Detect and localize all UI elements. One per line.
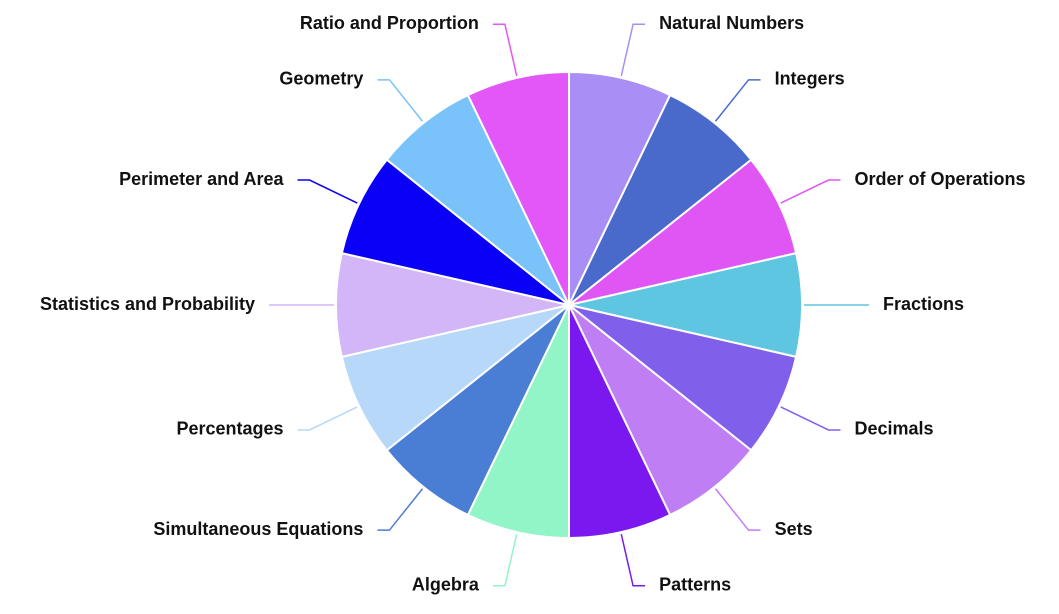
- slice-label: Statistics and Probability: [40, 294, 255, 314]
- pie-slice: [385, 304, 570, 517]
- pie-slice: [568, 304, 798, 452]
- pie-slice: [335, 251, 570, 359]
- leader-line: [714, 79, 761, 122]
- slice-label: Order of Operations: [854, 169, 1025, 189]
- slice-label: Decimals: [854, 419, 933, 439]
- leader-line: [492, 23, 518, 77]
- slice-label: Integers: [775, 69, 845, 89]
- pie-slice: [340, 304, 570, 452]
- pie-slice: [568, 70, 672, 306]
- pie-slice: [568, 304, 672, 540]
- pie-slice: [340, 158, 570, 306]
- leader-line: [297, 406, 358, 431]
- pie-slice: [568, 304, 753, 517]
- leader-line: [780, 406, 841, 431]
- pie-slice: [466, 70, 570, 306]
- pie-slice: [568, 93, 753, 306]
- leader-line: [377, 79, 424, 122]
- slice-label: Natural Numbers: [659, 13, 804, 33]
- slice-label: Patterns: [659, 575, 731, 595]
- slice-label: Ratio and Proportion: [300, 13, 479, 33]
- leader-line: [492, 533, 518, 587]
- pie-slice: [466, 304, 570, 540]
- leader-line: [297, 179, 358, 204]
- pie-slice: [568, 251, 803, 359]
- leader-line: [377, 488, 424, 531]
- slice-label: Algebra: [412, 575, 480, 595]
- leader-line: [714, 488, 761, 531]
- pie-slice: [568, 158, 798, 306]
- leader-line: [780, 179, 841, 204]
- slice-label: Percentages: [176, 419, 283, 439]
- pie-slice: [385, 93, 570, 306]
- slice-label: Perimeter and Area: [119, 169, 284, 189]
- leader-line: [620, 23, 646, 77]
- slice-label: Simultaneous Equations: [153, 519, 363, 539]
- slice-label: Sets: [775, 519, 813, 539]
- leader-line: [620, 533, 646, 587]
- slice-label: Fractions: [883, 294, 964, 314]
- slice-label: Geometry: [279, 69, 363, 89]
